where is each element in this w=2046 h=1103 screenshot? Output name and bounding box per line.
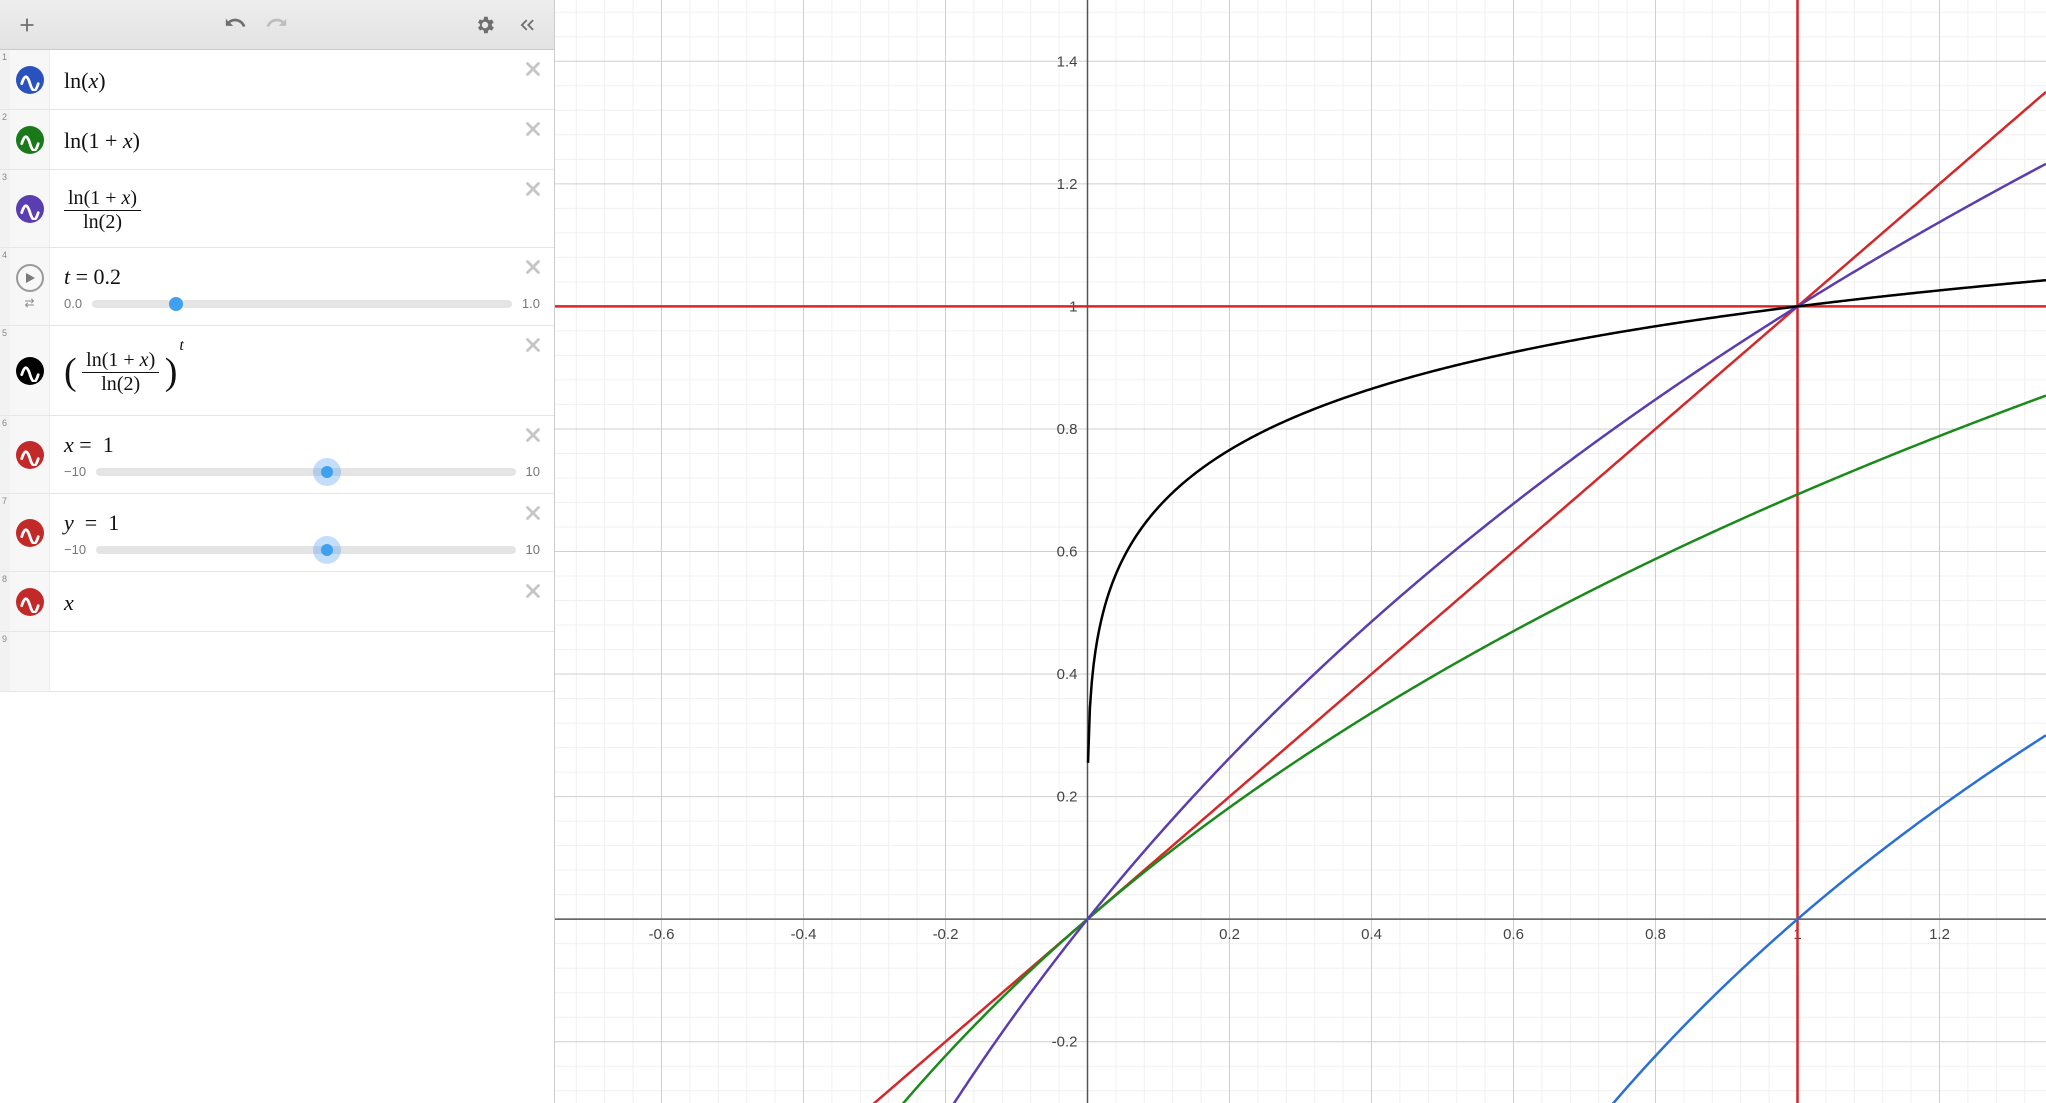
graph-svg[interactable]: -0.6-0.4-0.20.20.40.60.811.2-0.20.20.40.… (555, 0, 2046, 1103)
curve-color-token[interactable] (16, 126, 44, 154)
delete-expression-button[interactable] (522, 334, 544, 361)
svg-text:1.2: 1.2 (1057, 176, 1078, 193)
svg-text:-0.2: -0.2 (1052, 1034, 1078, 1051)
loop-icon[interactable]: ⇄ (24, 296, 34, 310)
row-index: 7 (2, 496, 7, 506)
expression-latex[interactable]: ln(1 + x)ln(2) (64, 187, 540, 233)
expression-sidebar: 1 ln(x) 2 ln(1 + x) (0, 0, 555, 1103)
slider-min: −10 (64, 542, 86, 557)
svg-text:0.6: 0.6 (1503, 926, 1524, 943)
row-index: 2 (2, 112, 7, 122)
curve-color-token[interactable] (16, 66, 44, 94)
svg-text:-0.2: -0.2 (933, 926, 959, 943)
expression-row[interactable]: 8 x (0, 572, 554, 632)
delete-expression-button[interactable] (522, 502, 544, 529)
slider-thumb[interactable] (313, 536, 341, 564)
slider-track[interactable] (92, 300, 512, 308)
slider-track[interactable] (96, 546, 515, 554)
expression-latex[interactable]: x = 1 (64, 432, 540, 458)
expression-list: 1 ln(x) 2 ln(1 + x) (0, 50, 554, 1103)
svg-text:1.2: 1.2 (1929, 926, 1950, 943)
svg-text:0.4: 0.4 (1361, 926, 1382, 943)
delete-expression-button[interactable] (522, 580, 544, 607)
expression-latex[interactable]: y = 1 (64, 510, 540, 536)
expression-latex[interactable]: ( ln(1 + x)ln(2) )t (64, 349, 540, 395)
undo-button[interactable] (218, 8, 252, 42)
svg-text:-0.4: -0.4 (791, 926, 817, 943)
delete-expression-button[interactable] (522, 424, 544, 451)
play-slider-button[interactable] (16, 264, 44, 292)
curve-color-token[interactable] (16, 519, 44, 547)
slider-value: 0.2 (94, 264, 122, 289)
row-index: 1 (2, 52, 7, 62)
svg-text:0.8: 0.8 (1645, 926, 1666, 943)
expression-row[interactable]: 4 ⇄ t = 0.2 0.0 1.0 (0, 248, 554, 326)
delete-expression-button[interactable] (522, 58, 544, 85)
slider-min: 0.0 (64, 296, 82, 311)
curve-color-token[interactable] (16, 357, 44, 385)
add-expression-button[interactable] (10, 8, 44, 42)
delete-expression-button[interactable] (522, 256, 544, 283)
slider-max: 1.0 (522, 296, 540, 311)
svg-text:0.2: 0.2 (1219, 926, 1240, 943)
curve-color-token[interactable] (16, 441, 44, 469)
svg-text:1.4: 1.4 (1057, 53, 1078, 70)
redo-button[interactable] (260, 8, 294, 42)
svg-text:0.8: 0.8 (1057, 421, 1078, 438)
sidebar-toolbar (0, 0, 554, 50)
row-index: 4 (2, 250, 7, 260)
curve-color-token[interactable] (16, 195, 44, 223)
expression-latex[interactable]: x (64, 590, 540, 616)
slider-track[interactable] (96, 468, 515, 476)
row-index: 8 (2, 574, 7, 584)
graph-canvas[interactable]: -0.6-0.4-0.20.20.40.60.811.2-0.20.20.40.… (555, 0, 2046, 1103)
expression-row[interactable]: 5 ( ln(1 + x)ln(2) )t (0, 326, 554, 416)
expression-row[interactable]: 3 ln(1 + x)ln(2) (0, 170, 554, 248)
row-index: 9 (2, 634, 7, 644)
delete-expression-button[interactable] (522, 178, 544, 205)
svg-text:0.4: 0.4 (1057, 666, 1078, 683)
slider-value: 1 (103, 432, 114, 457)
slider-max: 10 (526, 464, 540, 479)
expression-row[interactable]: 1 ln(x) (0, 50, 554, 110)
expression-row[interactable]: 2 ln(1 + x) (0, 110, 554, 170)
collapse-sidebar-button[interactable] (510, 8, 544, 42)
slider-min: −10 (64, 464, 86, 479)
slider-max: 10 (526, 542, 540, 557)
delete-expression-button[interactable] (522, 118, 544, 145)
settings-button[interactable] (468, 8, 502, 42)
svg-text:-0.6: -0.6 (649, 926, 675, 943)
row-index: 3 (2, 172, 7, 182)
expression-row[interactable]: 6 x = 1 −10 10 (0, 416, 554, 494)
slider-value: 1 (108, 510, 119, 535)
slider-thumb[interactable] (313, 458, 341, 486)
row-index: 5 (2, 328, 7, 338)
curve-color-token[interactable] (16, 588, 44, 616)
svg-text:0.6: 0.6 (1057, 544, 1078, 561)
slider-thumb[interactable] (169, 297, 183, 311)
expression-latex[interactable]: t = 0.2 (64, 264, 540, 290)
svg-text:0.2: 0.2 (1057, 789, 1078, 806)
row-index: 6 (2, 418, 7, 428)
expression-row[interactable]: 7 y = 1 −10 10 (0, 494, 554, 572)
expression-latex[interactable]: ln(x) (64, 68, 540, 94)
expression-row-empty[interactable]: 9 (0, 632, 554, 692)
expression-latex[interactable]: ln(1 + x) (64, 128, 540, 154)
